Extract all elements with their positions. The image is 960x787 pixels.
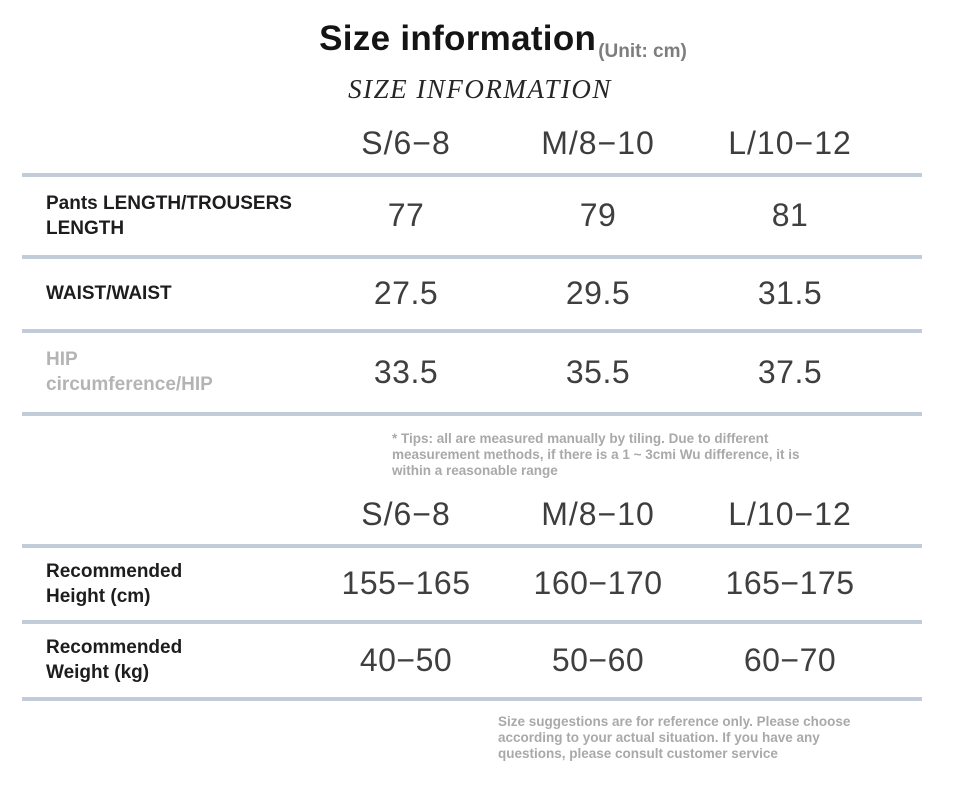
page-header: Size information (Unit: cm) [46, 19, 960, 61]
size-header-row: S/6−8 M/8−10 L/10−12 [22, 486, 922, 544]
tips-note: * Tips: all are measured manually by til… [392, 431, 960, 479]
size-column-s: S/6−8 [361, 496, 451, 532]
row-label: Pants LENGTH/TROUSERS LENGTH [22, 191, 310, 241]
table-row-waist: WAIST/WAIST 27.5 29.5 31.5 [22, 254, 922, 329]
size-column-m: M/8−10 [541, 496, 655, 532]
tips-line: measurement methods, if there is a 1 ~ 3… [392, 446, 800, 462]
cell-value: 77 [387, 197, 425, 233]
cell-value: 35.5 [565, 353, 631, 390]
cell-value: 160−170 [533, 565, 663, 601]
footer-note-line: questions, please consult customer servi… [498, 745, 778, 761]
cell-value: 31.5 [757, 275, 823, 311]
row-label: Recommended Weight (kg) [22, 635, 310, 685]
footer-note-line: according to your actual situation. If y… [498, 729, 820, 745]
unit-label: (Unit: cm) [598, 40, 687, 62]
cell-value: 60−70 [743, 641, 837, 678]
cell-value: 29.5 [565, 275, 631, 311]
row-label: Recommended Height (cm) [22, 559, 310, 609]
page-title: Size information [319, 19, 597, 58]
row-label-line: Pants LENGTH/TROUSERS [46, 192, 292, 214]
cell-value: 50−60 [551, 641, 645, 678]
recommendation-table: S/6−8 M/8−10 L/10−12 Recommended Height … [22, 486, 922, 701]
cell-value: 27.5 [373, 275, 439, 311]
cell-value: 165−175 [725, 565, 855, 601]
footer-note: Size suggestions are for reference only.… [498, 714, 960, 762]
table-row-weight: Recommended Weight (kg) 40−50 50−60 60−7… [22, 619, 922, 697]
size-header-row: S/6−8 M/8−10 L/10−12 [22, 115, 922, 173]
cell-value: 79 [579, 197, 617, 233]
row-label-line: LENGTH [46, 217, 125, 239]
cell-value: 33.5 [373, 353, 439, 390]
size-column-l: L/10−12 [728, 496, 852, 532]
size-column-s: S/6−8 [361, 125, 451, 161]
cell-value: 37.5 [757, 353, 823, 390]
footer-note-line: Size suggestions are for reference only.… [498, 713, 851, 729]
row-label-line: WAIST/WAIST [46, 283, 172, 304]
row-label: WAIST/WAIST [22, 281, 310, 306]
row-label-line: HIP [46, 349, 78, 370]
row-label-line: Recommended [46, 560, 183, 582]
table-row-pants-length: Pants LENGTH/TROUSERS LENGTH 77 79 81 [22, 172, 922, 255]
cell-value: 81 [771, 197, 809, 233]
row-label-line: Recommended [46, 637, 183, 658]
page-subtitle: SIZE INFORMATION [348, 73, 612, 104]
row-label-line: Weight (kg) [46, 662, 150, 683]
table-row-hip: HIP circumference/HIP 33.5 35.5 37.5 [22, 328, 922, 412]
row-label: HIP circumference/HIP [22, 347, 310, 397]
measurement-table: S/6−8 M/8−10 L/10−12 Pants LENGTH/TROUSE… [22, 115, 922, 416]
tips-line: within a reasonable range [392, 462, 558, 478]
row-label-line: circumference/HIP [46, 374, 213, 395]
cell-value: 40−50 [359, 641, 453, 678]
size-column-l: L/10−12 [728, 125, 852, 161]
tips-line: * Tips: all are measured manually by til… [392, 430, 769, 446]
size-column-m: M/8−10 [541, 125, 655, 161]
row-label-line: Height (cm) [46, 585, 151, 607]
table-row-height: Recommended Height (cm) 155−165 160−170 … [22, 543, 922, 620]
cell-value: 155−165 [341, 565, 471, 601]
